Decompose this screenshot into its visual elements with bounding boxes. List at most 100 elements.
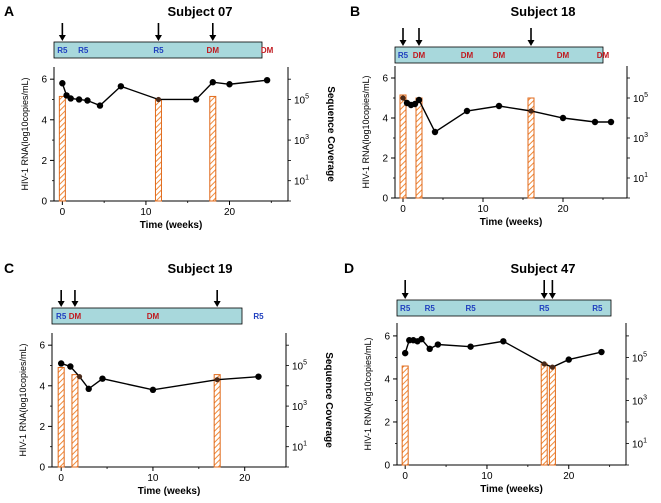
y2-tick-label: 101 — [633, 172, 648, 185]
down-arrow-icon — [71, 301, 79, 307]
y2-axis-label: Sequence Coverage — [323, 352, 334, 448]
viral-load-line — [402, 97, 611, 134]
chart-title: Subject 47 — [510, 261, 575, 276]
data-point — [117, 83, 125, 90]
data-point — [57, 360, 65, 367]
tropism-label: R5 — [56, 312, 67, 321]
down-arrow-icon — [401, 293, 409, 299]
y-tick-label: 4 — [382, 114, 388, 125]
data-point — [75, 96, 83, 103]
coverage-bar — [527, 97, 535, 199]
chart-panel-a: A Subject 07 R5 R5 R5 DM DM 0 2 4 6 0 10 20 101 103 105 T… — [4, 3, 336, 231]
y-axis-label: HIV-1 RNA(log10copies/mL) — [20, 77, 30, 190]
tropism-label: R5 — [400, 304, 411, 313]
down-arrow-icon — [154, 35, 162, 41]
y2-tick-label: 103 — [633, 132, 648, 145]
y-tick-label: 4 — [39, 381, 45, 392]
data-point — [434, 341, 442, 348]
y2-tick-label: 103 — [632, 394, 647, 407]
y2-tick-label: 105 — [632, 351, 647, 364]
y-tick-label: 4 — [384, 374, 390, 385]
y-tick-label: 2 — [382, 154, 388, 165]
data-point — [67, 363, 74, 370]
x-tick-label: 0 — [60, 207, 66, 218]
y-tick-label: 6 — [382, 74, 388, 85]
data-point — [415, 96, 423, 104]
tropism-label: R5 — [539, 304, 550, 313]
data-point — [155, 96, 162, 103]
data-point — [226, 81, 233, 88]
tropism-label: R5 — [78, 46, 89, 55]
y2-tick-label: 103 — [294, 134, 309, 147]
down-arrow-icon — [213, 301, 221, 307]
data-point — [401, 349, 409, 357]
data-point — [559, 114, 567, 122]
panel-letter: C — [4, 260, 14, 276]
data-point — [400, 95, 406, 101]
data-point — [76, 374, 83, 380]
panel-letter: A — [4, 3, 14, 19]
down-arrow-icon — [527, 40, 535, 46]
down-arrow-icon — [415, 40, 423, 46]
tropism-label: R5 — [592, 304, 603, 313]
coverage-bar — [154, 98, 162, 202]
tropism-label: DM — [493, 51, 506, 60]
data-point — [607, 118, 615, 126]
x-tick-label: 20 — [224, 207, 236, 218]
down-arrow-icon — [58, 35, 66, 41]
chart-title: Subject 19 — [167, 261, 232, 276]
y-tick-label: 6 — [384, 331, 390, 342]
coverage-bar — [401, 365, 409, 466]
data-point — [500, 338, 507, 345]
data-point — [263, 76, 271, 84]
x-tick-label: 10 — [481, 471, 493, 482]
coverage-bar — [548, 366, 556, 466]
down-arrow-icon — [540, 293, 548, 299]
x-axis-label: Time (weeks) — [140, 220, 203, 231]
data-point — [411, 100, 419, 108]
tropism-strip — [53, 41, 263, 59]
coverage-bar — [415, 97, 423, 199]
y2-tick-label: 101 — [292, 441, 307, 454]
data-point — [84, 97, 91, 104]
y-tick-label: 0 — [41, 197, 47, 208]
y2-tick-label: 103 — [292, 400, 307, 413]
y2-tick-label: 101 — [632, 437, 647, 450]
panel-letter: B — [350, 3, 360, 19]
data-point — [541, 361, 547, 367]
data-point — [528, 108, 534, 114]
tropism-label: R5 — [465, 304, 476, 313]
tropism-label: DM — [207, 46, 220, 55]
coverage-bar — [71, 374, 79, 468]
coverage-bar — [213, 374, 221, 468]
tropism-strip — [51, 307, 243, 325]
data-point — [565, 356, 572, 363]
data-point — [418, 335, 425, 343]
data-point — [431, 128, 439, 136]
down-arrow-icon — [399, 40, 407, 46]
y2-tick-label: 105 — [294, 93, 309, 106]
down-arrow-icon — [209, 35, 217, 41]
chart-panel-d: D Subject 47 R5 R5 R5 R5 R5 0 2 4 6 0 10 20 101 103 105 T… — [344, 260, 647, 495]
tropism-label: DM — [69, 312, 82, 321]
tropism-strip — [394, 46, 604, 64]
x-tick-label: 20 — [563, 471, 575, 482]
y-axis-label: HIV-1 RNA(log10copies/mL) — [361, 75, 371, 188]
x-tick-label: 0 — [58, 473, 64, 484]
coverage-bar — [57, 367, 65, 468]
chart-panel-b: B Subject 18 R5 DM DM DM DM DM 0 2 4 6 0 10 20 101 103 10… — [350, 3, 648, 228]
y-tick-label: 6 — [41, 75, 47, 86]
data-point — [591, 118, 599, 126]
data-point — [214, 377, 220, 383]
tropism-label: R5 — [425, 304, 436, 313]
down-arrow-icon — [57, 301, 65, 307]
y-tick-label: 4 — [41, 115, 47, 126]
x-tick-label: 10 — [147, 473, 159, 484]
x-axis-label: Time (weeks) — [480, 217, 543, 228]
y2-tick-label: 101 — [294, 175, 309, 188]
tropism-label: DM — [147, 312, 160, 321]
x-tick-label: 0 — [402, 471, 408, 482]
y-tick-label: 0 — [384, 461, 390, 472]
coverage-bar — [540, 363, 548, 466]
